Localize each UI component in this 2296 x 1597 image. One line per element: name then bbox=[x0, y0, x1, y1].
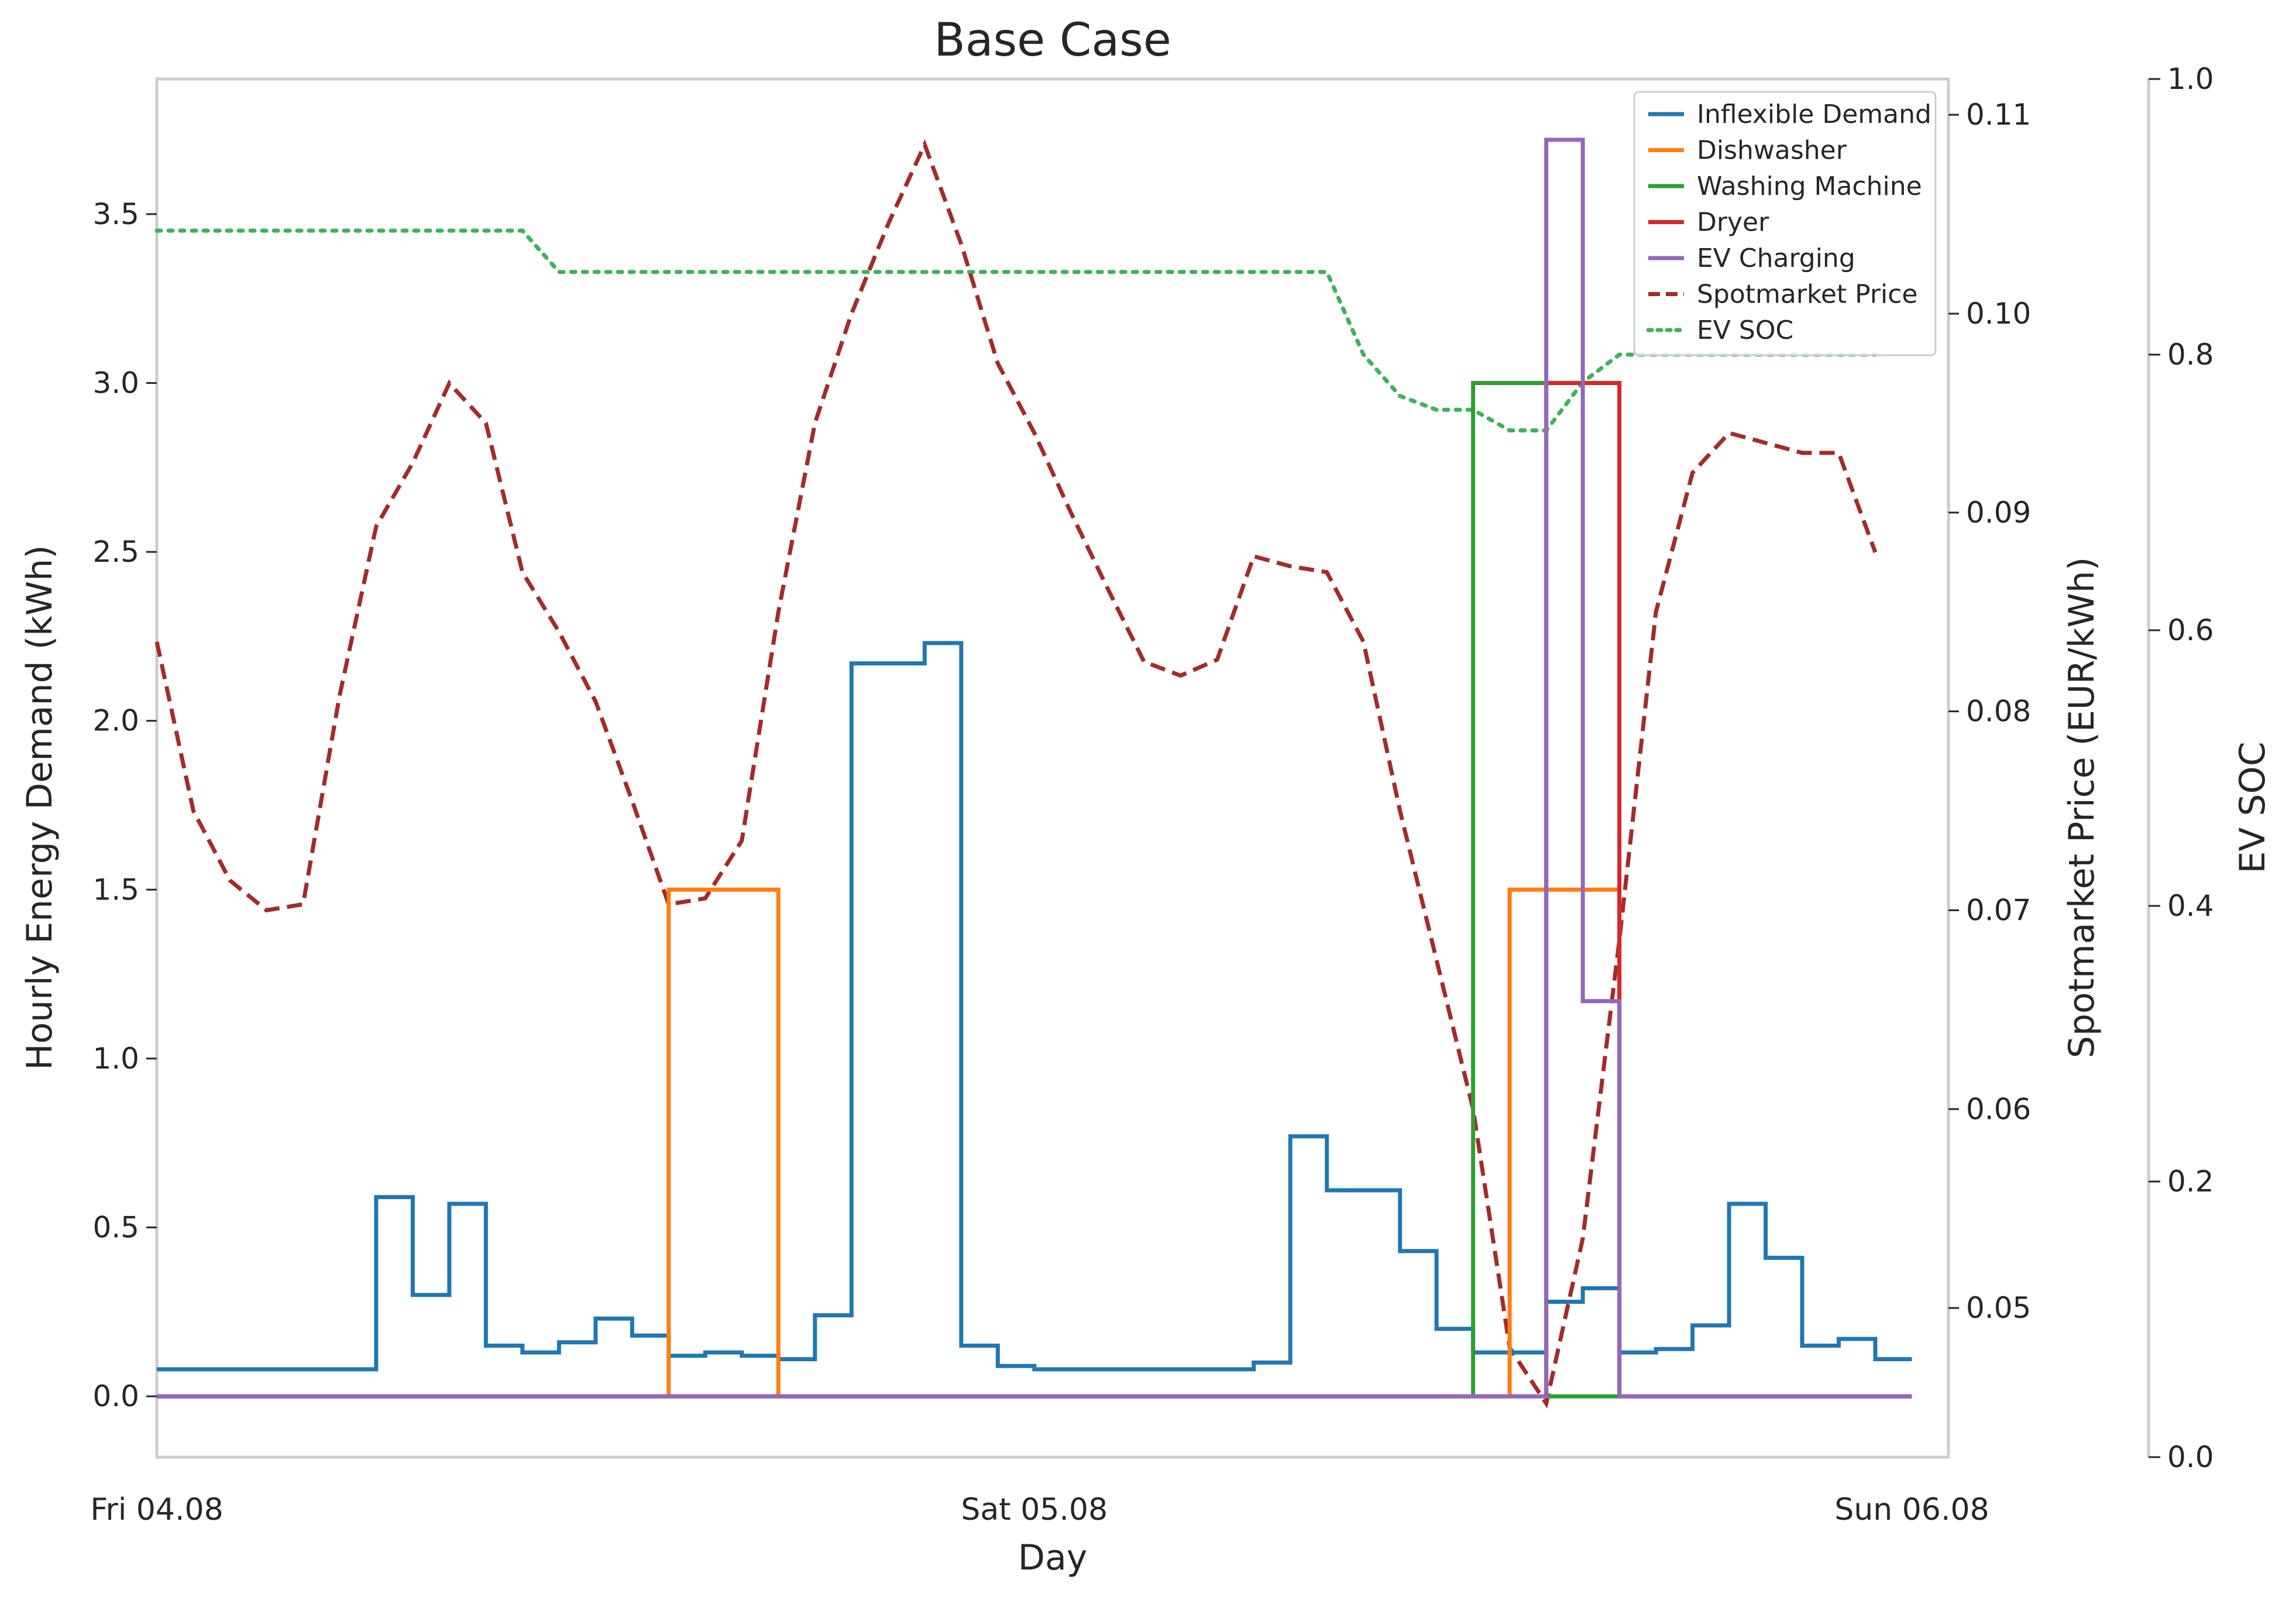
y3-tick-label: 0.2 bbox=[2167, 1165, 2214, 1198]
y-tick-label: 2.0 bbox=[92, 704, 139, 738]
y3-tick-label: 0.4 bbox=[2167, 889, 2214, 923]
y2-tick-label: 0.11 bbox=[1966, 98, 2031, 132]
legend-label-dryer: Dryer bbox=[1697, 208, 1769, 238]
y2-tick-label: 0.05 bbox=[1966, 1291, 2031, 1325]
y-tick-label: 0.0 bbox=[92, 1379, 139, 1413]
x-tick-label: Sat 05.08 bbox=[961, 1492, 1108, 1527]
y-tick-label: 1.0 bbox=[92, 1042, 139, 1076]
y-tick-label: 3.0 bbox=[92, 366, 139, 400]
legend-label-dishwasher: Dishwasher bbox=[1697, 136, 1847, 166]
y-tick-label: 1.5 bbox=[92, 873, 139, 906]
legend-label-washing-machine: Washing Machine bbox=[1697, 171, 1922, 201]
y2-axis-label: Spotmarket Price (EUR/kWh) bbox=[2061, 557, 2102, 1059]
legend-label-inflexible-demand: Inflexible Demand bbox=[1697, 99, 1931, 129]
plot-frame bbox=[155, 77, 1950, 1459]
y-tick-label: 3.5 bbox=[92, 197, 139, 231]
series-ev-charging-line bbox=[157, 138, 1912, 1399]
y2-tick-label: 0.10 bbox=[1966, 297, 2031, 331]
axes-layer: Fri 04.08 Sat 05.08 Sun 06.08 0.0 0.5 1.0 1.5 2… bbox=[90, 62, 2213, 1527]
legend-box bbox=[1633, 91, 1937, 356]
legend-label-spotmarket-price: Spotmarket Price bbox=[1697, 280, 1918, 310]
y3-tick-label: 0.6 bbox=[2167, 613, 2214, 647]
series-ev-soc-line bbox=[154, 228, 1878, 432]
y2-tick-label: 0.08 bbox=[1966, 695, 2031, 729]
y2-tick-label: 0.07 bbox=[1966, 893, 2031, 927]
y3-axis-label: EV SOC bbox=[2232, 741, 2273, 873]
series-layer bbox=[154, 138, 1912, 1409]
y3-tick-label: 1.0 bbox=[2167, 62, 2214, 96]
x-tick-label: Sun 06.08 bbox=[1834, 1492, 1989, 1527]
legend-label-ev-charging: EV Charging bbox=[1697, 243, 1855, 273]
y-tick-label: 0.5 bbox=[92, 1211, 139, 1245]
x-axis-label: Day bbox=[1018, 1537, 1087, 1578]
legend: Inflexible Demand Dishwasher Washing Machi… bbox=[1633, 91, 1937, 356]
y2-tick-label: 0.09 bbox=[1966, 496, 2031, 530]
y-tick-label: 2.5 bbox=[92, 535, 139, 569]
y3-tick-label: 0.8 bbox=[2167, 338, 2214, 372]
y3-tick-label: 0.0 bbox=[2167, 1440, 2214, 1474]
y-axis-label: Hourly Energy Demand (kWh) bbox=[19, 545, 60, 1070]
legend-label-ev-soc: EV SOC bbox=[1697, 315, 1793, 345]
y2-tick-label: 0.06 bbox=[1966, 1092, 2031, 1126]
series-inflexible-demand-line bbox=[157, 641, 1912, 1372]
x-tick-label: Fri 04.08 bbox=[90, 1492, 223, 1527]
chart-title: Base Case bbox=[934, 14, 1171, 67]
